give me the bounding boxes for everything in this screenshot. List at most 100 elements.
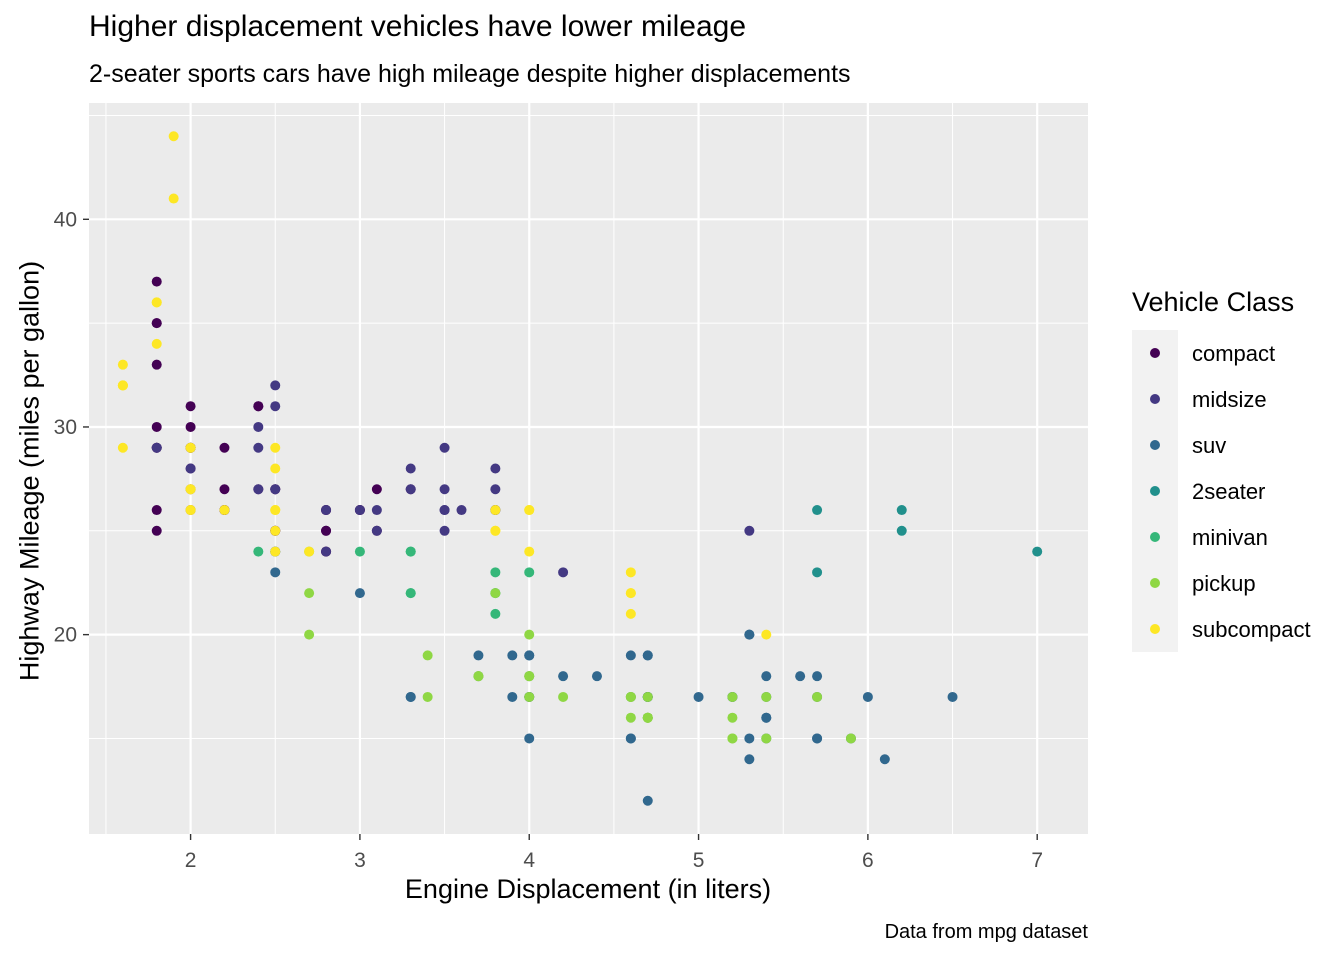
point-midsize — [439, 484, 450, 495]
point-compact — [151, 276, 162, 287]
point-minivan — [354, 546, 365, 557]
point-pickup — [625, 712, 636, 723]
legend-label: pickup — [1192, 571, 1256, 596]
point-suv — [524, 733, 535, 744]
minor-gridlines — [89, 103, 1088, 834]
legend-label: minivan — [1192, 525, 1268, 550]
legend-label: subcompact — [1192, 617, 1311, 642]
y-tick-label: 40 — [54, 208, 77, 231]
legend-label: 2seater — [1192, 479, 1266, 504]
legend-key-dot — [1150, 348, 1160, 358]
point-midsize — [490, 463, 501, 474]
legend-key-dot — [1150, 394, 1160, 404]
point-suv — [558, 671, 569, 682]
point-midsize — [270, 380, 281, 391]
point-suv — [270, 567, 281, 578]
point-suv — [642, 650, 653, 661]
legend-key-dot — [1150, 624, 1160, 634]
point-subcompact — [524, 505, 535, 516]
point-pickup — [524, 671, 535, 682]
point-subcompact — [117, 359, 128, 370]
point-suv — [473, 650, 484, 661]
point-subcompact — [270, 525, 281, 536]
point-subcompact — [270, 463, 281, 474]
point-subcompact — [185, 505, 196, 516]
point-pickup — [727, 733, 738, 744]
point-subcompact — [168, 193, 179, 204]
point-subcompact — [168, 131, 179, 142]
point-midsize — [270, 401, 281, 412]
point-suv — [354, 588, 365, 599]
x-tick-label: 6 — [862, 849, 874, 872]
point-midsize — [439, 505, 450, 516]
y-tick-label: 30 — [54, 416, 77, 439]
point-subcompact — [270, 442, 281, 453]
point-suv — [507, 650, 518, 661]
point-compact — [185, 401, 196, 412]
point-pickup — [473, 671, 484, 682]
point-subcompact — [625, 588, 636, 599]
point-subcompact — [117, 442, 128, 453]
point-subcompact — [219, 505, 230, 516]
legend-key-dot — [1150, 532, 1160, 542]
point-subcompact — [151, 338, 162, 349]
point-subcompact — [524, 546, 535, 557]
point-suv — [625, 733, 636, 744]
point-2seater — [896, 525, 907, 536]
point-subcompact — [270, 546, 281, 557]
legend-label: midsize — [1192, 387, 1267, 412]
point-minivan — [490, 608, 501, 619]
x-axis-ticks: 2 3 4 5 6 7 — [185, 834, 1043, 872]
y-axis-ticks: 20 30 40 — [54, 208, 89, 647]
point-suv — [862, 691, 873, 702]
point-pickup — [812, 691, 823, 702]
point-midsize — [371, 505, 382, 516]
point-midsize — [371, 525, 382, 536]
legend-title: Vehicle Class — [1132, 287, 1295, 317]
point-suv — [507, 691, 518, 702]
chart-title: Higher displacement vehicles have lower … — [89, 10, 746, 43]
point-subcompact — [625, 608, 636, 619]
point-compact — [151, 359, 162, 370]
point-pickup — [761, 691, 772, 702]
point-pickup — [490, 588, 501, 599]
point-suv — [744, 629, 755, 640]
point-midsize — [405, 484, 416, 495]
point-suv — [693, 691, 704, 702]
point-subcompact — [185, 484, 196, 495]
point-suv — [405, 691, 416, 702]
point-subcompact — [304, 546, 315, 557]
point-compact — [371, 484, 382, 495]
point-subcompact — [117, 380, 128, 391]
point-pickup — [625, 691, 636, 702]
point-compact — [321, 525, 332, 536]
point-compact — [151, 525, 162, 536]
point-midsize — [558, 567, 569, 578]
plot-panel — [89, 103, 1088, 834]
point-compact — [151, 318, 162, 329]
point-pickup — [558, 691, 569, 702]
point-suv — [642, 795, 653, 806]
point-subcompact — [151, 297, 162, 308]
point-suv — [591, 671, 602, 682]
point-suv — [761, 712, 772, 723]
point-pickup — [304, 629, 315, 640]
point-midsize — [185, 463, 196, 474]
legend-item-subcompact: subcompact — [1132, 606, 1311, 652]
point-suv — [947, 691, 958, 702]
point-compact — [219, 442, 230, 453]
point-compact — [253, 401, 264, 412]
x-tick-label: 4 — [523, 849, 535, 872]
legend-key-dot — [1150, 440, 1160, 450]
x-tick-label: 3 — [354, 849, 366, 872]
point-compact — [151, 421, 162, 432]
point-pickup — [524, 691, 535, 702]
point-pickup — [761, 733, 772, 744]
data-points — [117, 131, 1043, 806]
point-midsize — [439, 442, 450, 453]
point-suv — [625, 650, 636, 661]
point-subcompact — [185, 442, 196, 453]
legend-item-2seater: 2seater — [1132, 468, 1265, 514]
point-midsize — [490, 484, 501, 495]
